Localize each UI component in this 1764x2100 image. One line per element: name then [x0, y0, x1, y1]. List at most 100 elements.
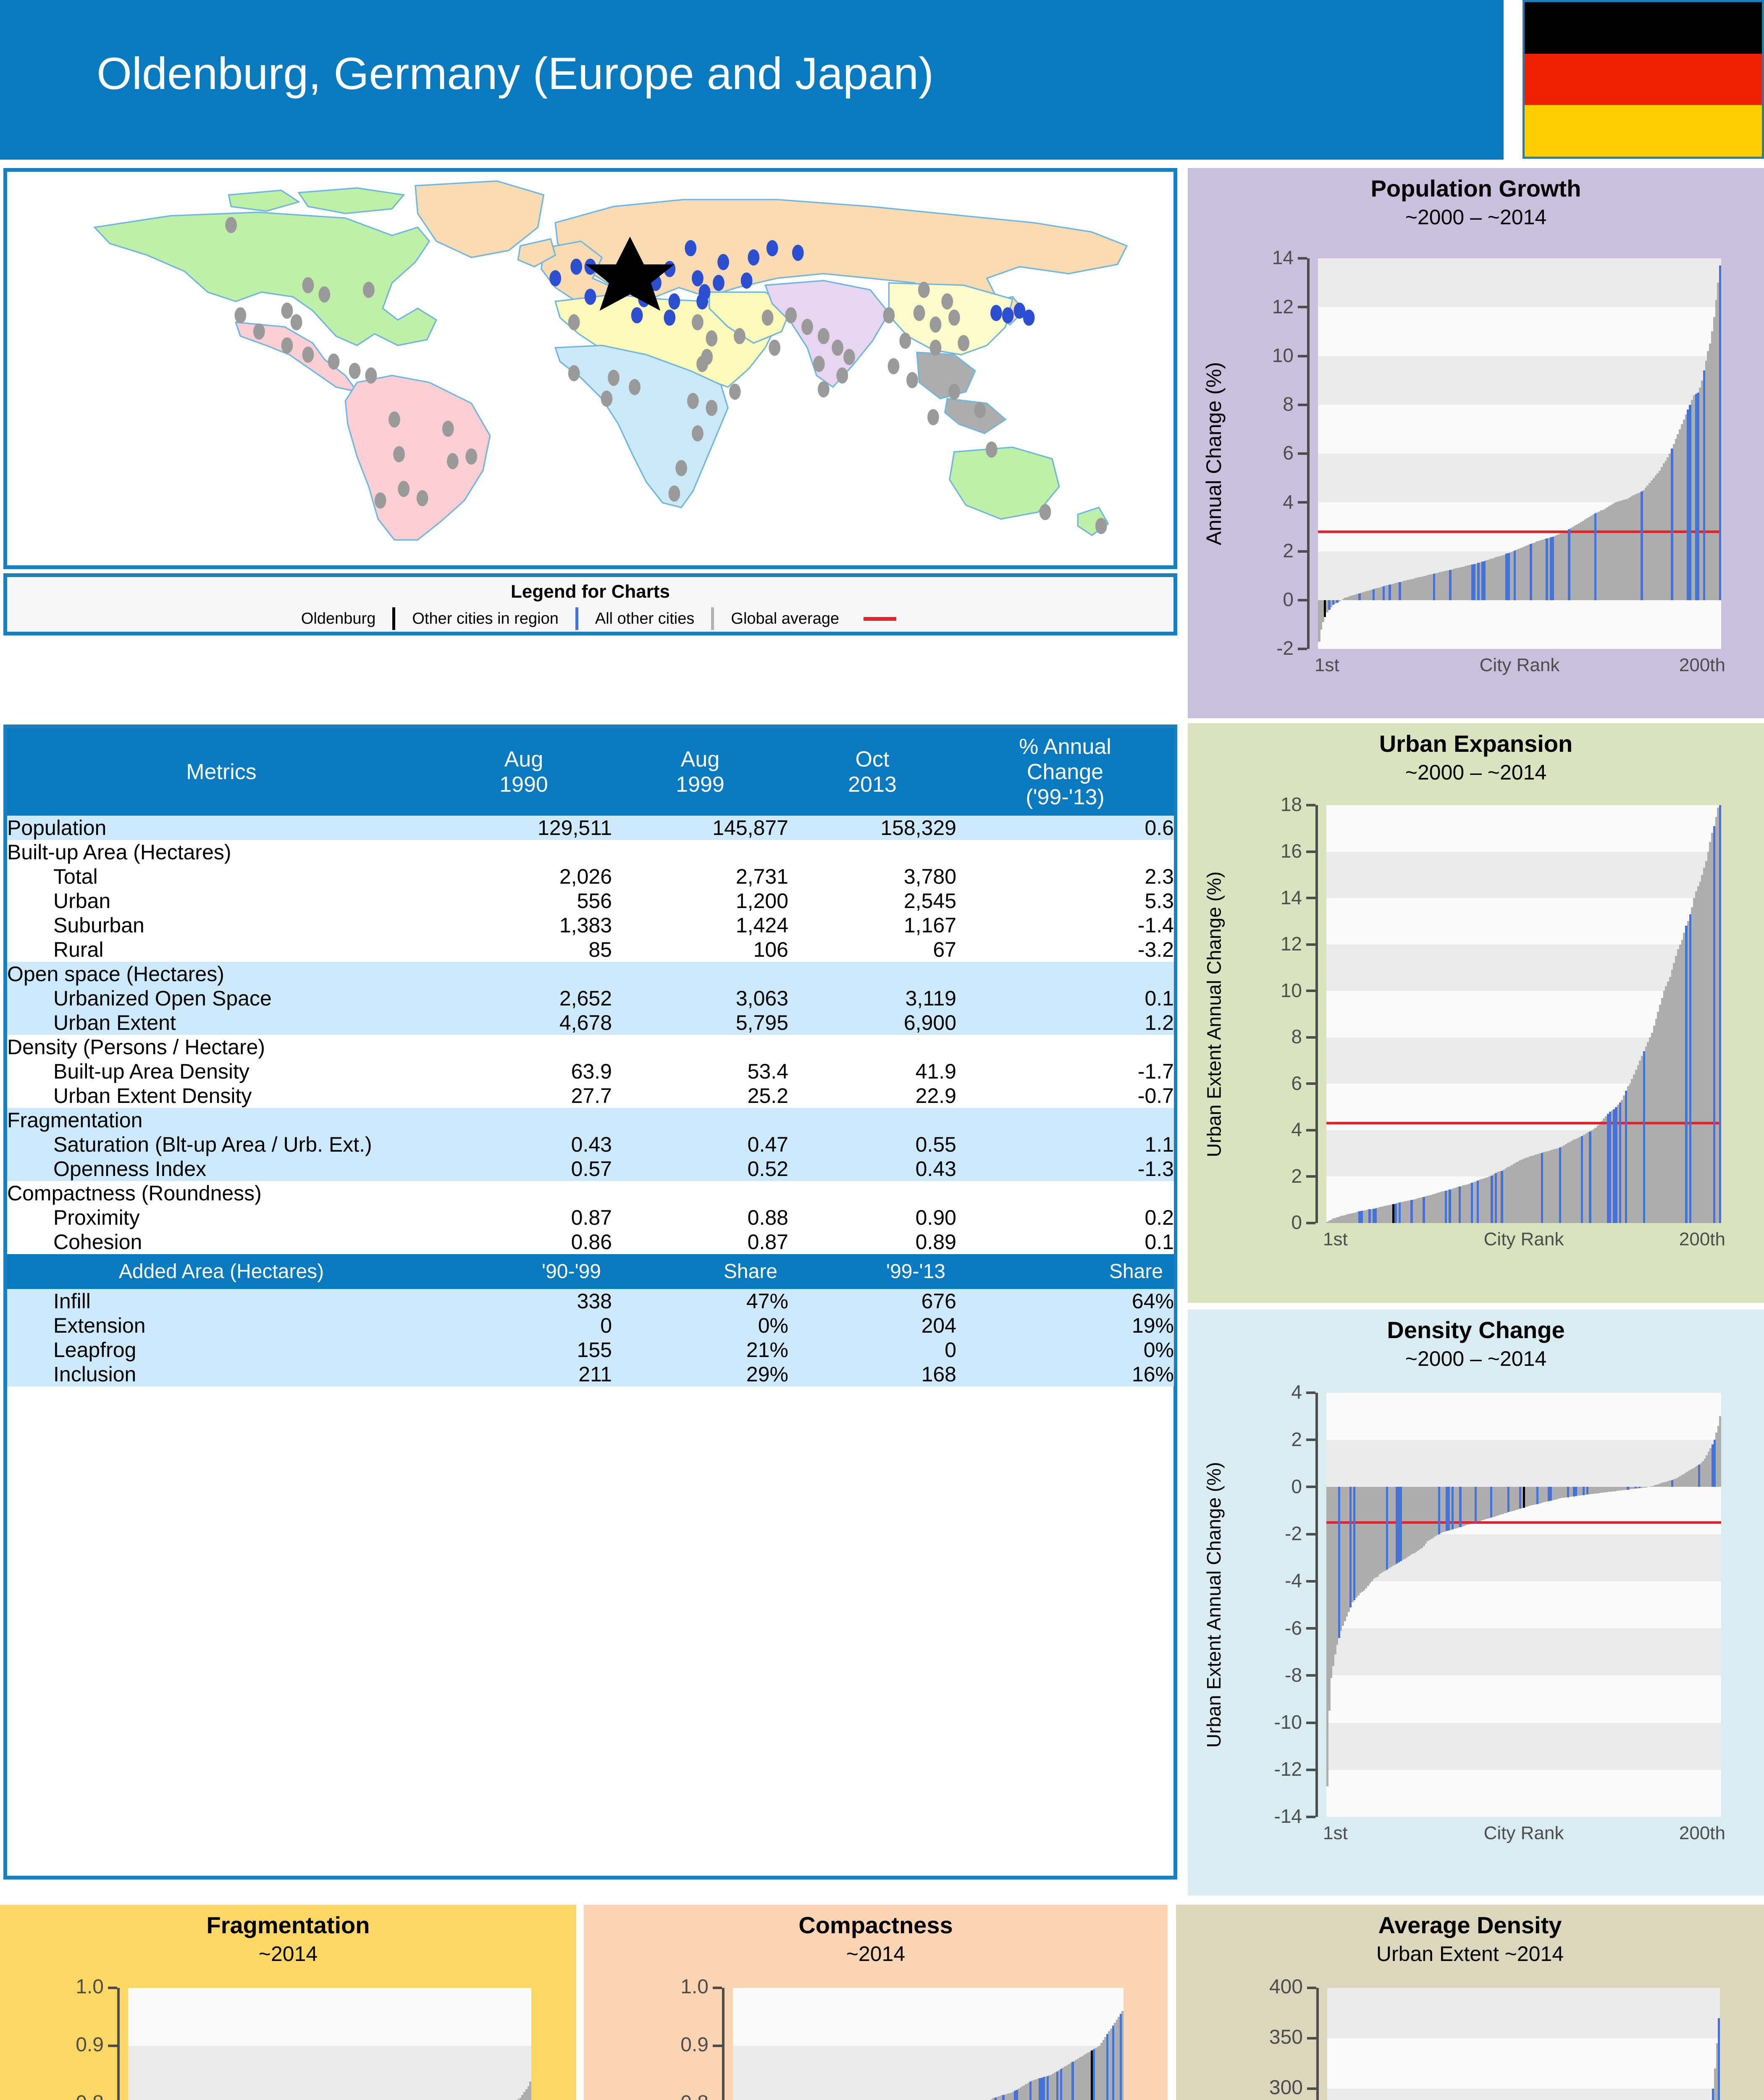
chart-bar-other-city [1578, 523, 1580, 600]
chart-bar-other-city [1629, 1084, 1631, 1223]
chart-bar-region-city [1332, 600, 1335, 605]
col-header-annual-change: % Annual Change ('99-'13) [1019, 735, 1111, 809]
chart-bar-other-city [1714, 2068, 1717, 2100]
chart-bar-other-city [1484, 1178, 1487, 1223]
chart-bar-region-city [1433, 573, 1436, 600]
chart-bar-other-city [1637, 1065, 1640, 1223]
table-cell-value: 0.43 [915, 1157, 956, 1181]
chart-bar-other-city [1591, 1130, 1593, 1223]
chart-bar-other-city [1077, 2058, 1080, 2100]
chart-bar-other-city [1499, 1171, 1501, 1223]
chart-grid-band [1326, 1722, 1721, 1770]
chart-bar-region-city [1071, 2062, 1074, 2100]
country-flag-germany [1522, 0, 1764, 159]
chart-bar-other-city [1073, 2061, 1076, 2100]
chart-bar-region-city [1446, 1487, 1448, 1531]
chart-bar-region-city [1477, 563, 1480, 600]
chart-bar-other-city [1035, 2079, 1037, 2100]
chart-bar-other-city [1687, 921, 1690, 1223]
chart-bar-other-city [1709, 1448, 1712, 1487]
chart-bar-other-city [1677, 1478, 1679, 1487]
table-row: Built-up Area Density 63.9 53.4 41.9 -1.7 [7, 1059, 1174, 1084]
chart-bar-other-city [1628, 497, 1631, 600]
chart-bar-other-city [1004, 2094, 1007, 2100]
chart-y-tick-label: 12 [1272, 295, 1294, 318]
chart-bar-other-city [1345, 1487, 1348, 1617]
chart-bar-other-city [1338, 1216, 1341, 1223]
chart-bar-region-city [1638, 1487, 1641, 1488]
chart-bar-other-city [1388, 1487, 1390, 1569]
table-row: Fragmentation [7, 1108, 1174, 1132]
chart-bar-region-city [1490, 1487, 1493, 1518]
table-cell-value: 0.90 [915, 1206, 956, 1229]
chart-bar-other-city [1667, 1481, 1670, 1487]
chart-bar-region-city [1368, 1209, 1371, 1223]
chart-bar-other-city [1610, 505, 1613, 600]
chart-bar-region-city [1398, 1202, 1401, 1223]
chart-bar-other-city [1534, 1487, 1537, 1504]
added-area-cell-value: 0% [758, 1314, 788, 1337]
chart-bar-other-city [1430, 1487, 1433, 1539]
chart-bar-other-city [1360, 593, 1363, 600]
chart-bar-other-city [1630, 496, 1633, 600]
chart-bar-other-city [1634, 494, 1637, 600]
chart-bar-other-city [1697, 886, 1700, 1223]
city-star-marker [585, 236, 675, 311]
chart-bar-region-city [1641, 491, 1643, 600]
chart-bar-other-city [1436, 1193, 1439, 1223]
table-cell-value: 1,167 [903, 914, 956, 937]
chart-bar-other-city [1564, 1144, 1567, 1223]
chart-bar-other-city [1609, 1487, 1612, 1492]
chart-bar-other-city [1537, 1154, 1539, 1223]
chart-bar-other-city [1526, 1487, 1529, 1507]
table-row-label: Urban Extent [53, 1011, 176, 1034]
chart-bar-other-city [1578, 1487, 1581, 1496]
chart-bar-other-city [1367, 1487, 1369, 1586]
chart-bar-region-city [1609, 1111, 1612, 1223]
chart-bar-other-city [1608, 506, 1611, 600]
chart-bar-other-city [1543, 1152, 1545, 1223]
chart-y-tick-label: 14 [1272, 247, 1294, 269]
chart-bar-other-city [1488, 1176, 1491, 1223]
chart-bar-other-city [1601, 1487, 1604, 1493]
chart-bar-other-city [1023, 2085, 1026, 2100]
chart-bar-other-city [1460, 1186, 1463, 1223]
chart-bar-other-city [1588, 1487, 1591, 1494]
world-map-panel [3, 168, 1177, 569]
chart-bar-other-city [1604, 508, 1607, 600]
flag-band-gold [1525, 105, 1762, 157]
chart-subtitle: Urban Extent ~2014 [1376, 1942, 1564, 1966]
chart-bar-other-city [1696, 1465, 1698, 1487]
chart-x-tick-label-last: 200th [1679, 655, 1725, 675]
chart-y-tick-label: 8 [1291, 1026, 1302, 1048]
chart-bar-other-city [1326, 600, 1328, 612]
chart-bar-other-city [1341, 1487, 1344, 1626]
chart-bar-other-city [1428, 1195, 1431, 1223]
chart-bar-other-city [1717, 1425, 1720, 1487]
chart-bar-other-city [1455, 1487, 1458, 1528]
chart-bar-other-city [1665, 1482, 1668, 1487]
chart-y-tick [1306, 804, 1315, 806]
chart-bar-other-city [990, 2099, 993, 2100]
chart-bar-other-city [1352, 595, 1355, 600]
chart-bar-other-city [1436, 1487, 1438, 1536]
chart-y-tick-label: -4 [1285, 1570, 1302, 1592]
table-cell-value [788, 1181, 956, 1205]
chart-bar-other-city [1435, 573, 1437, 600]
chart-bar-other-city [1615, 1487, 1618, 1491]
chart-y-tick [1307, 2037, 1316, 2040]
chart-grid-band [1318, 356, 1721, 405]
chart-bar-other-city [1612, 504, 1615, 600]
chart-bar-other-city [1605, 1116, 1607, 1223]
chart-bar-other-city [1686, 1471, 1689, 1487]
chart-bar-other-city [1681, 940, 1684, 1223]
table-row-label: Built-up Area Density [53, 1060, 249, 1083]
table-row-label: Rural [53, 938, 104, 961]
chart-bar-highlight-city [1392, 1204, 1395, 1223]
chart-bar-other-city [1328, 1221, 1331, 1223]
chart-bar-other-city [1478, 1487, 1481, 1521]
chart-bar-other-city [1655, 1018, 1657, 1223]
chart-bar-other-city [1705, 361, 1708, 600]
chart-bar-region-city [1689, 914, 1692, 1223]
chart-bar-other-city [1659, 1005, 1662, 1223]
